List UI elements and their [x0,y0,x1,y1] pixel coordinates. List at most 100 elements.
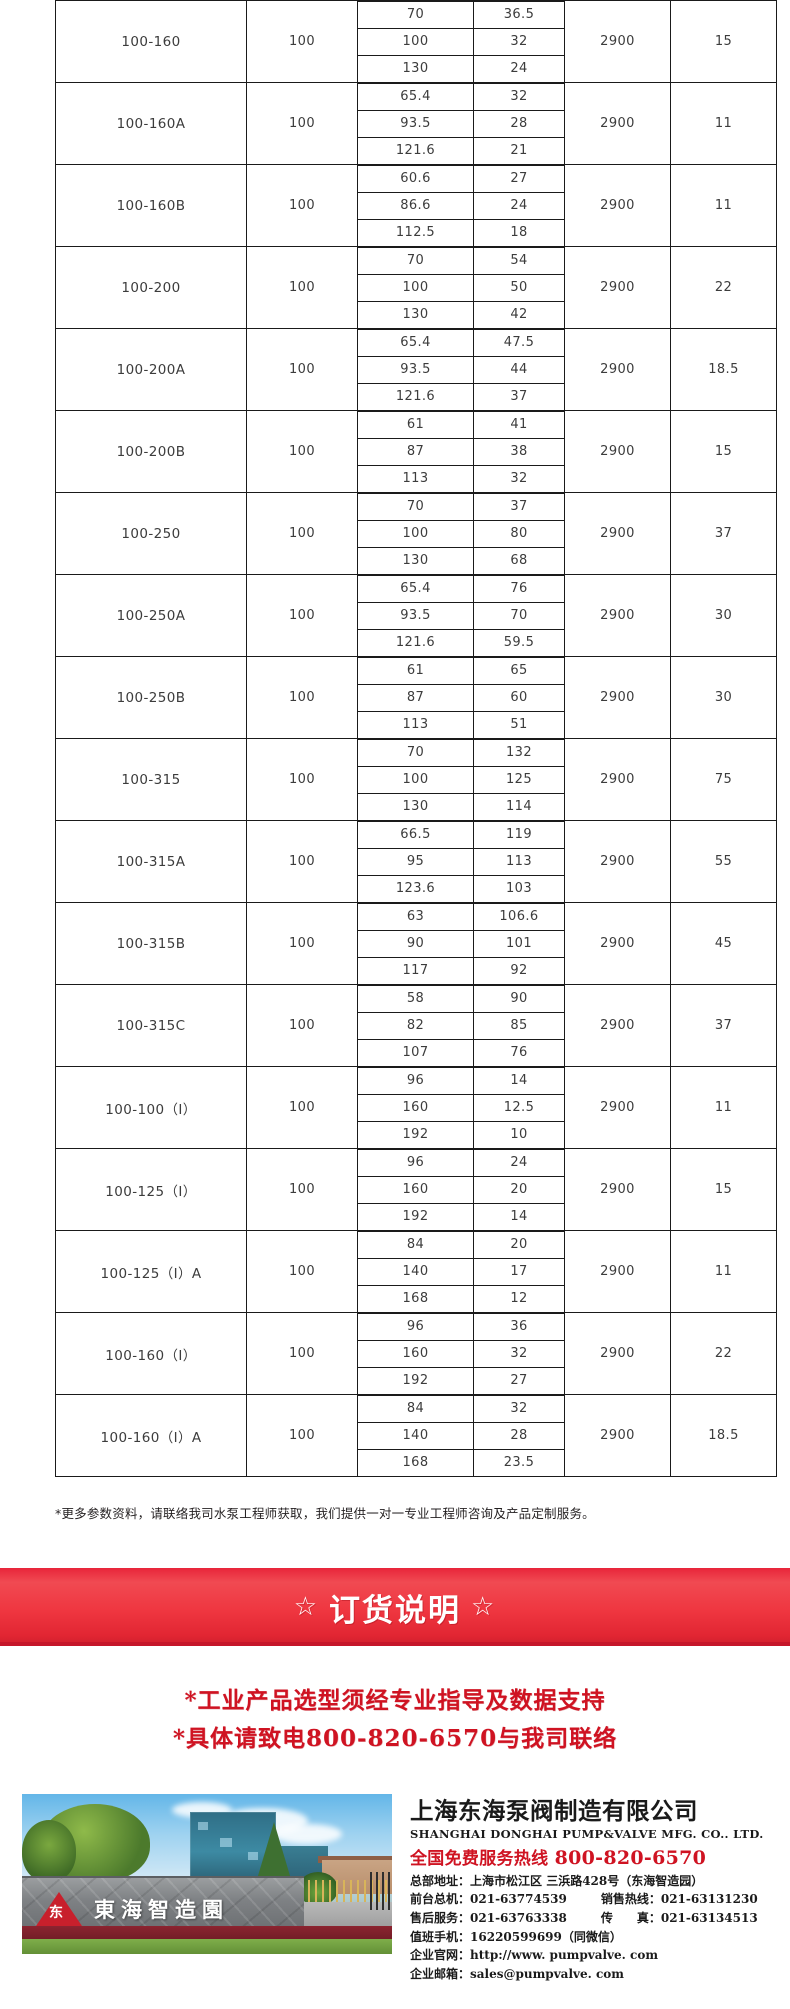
cell-head: 85 [474,1012,564,1040]
cell-flow-group: 65.4 93.5 121.6 [357,574,474,657]
cell-diameter: 100 [246,1148,358,1231]
cell-head: 32 [474,28,564,56]
cell-head-group: 36.5 32 24 [473,0,565,83]
table-row: 100-315B 100 63 90 117 106.6 101 92 2900 45 [55,902,777,985]
cell-head: 21 [474,137,564,164]
cell-diameter: 100 [246,1230,358,1313]
cell-flow: 192 [358,1367,473,1394]
cell-model: 100-315 [55,738,247,821]
contact-label: 总部地址： [410,1873,471,1888]
table-row: 100-160 100 70 100 130 36.5 32 24 2900 15 [55,0,777,83]
cell-head: 70 [474,602,564,630]
cell-head: 12 [474,1285,564,1312]
cell-head-group: 106.6 101 92 [473,902,565,985]
cell-flow: 70 [358,1,473,29]
cell-speed: 2900 [564,82,671,165]
cell-head: 119 [474,821,564,849]
cell-head-group: 20 17 12 [473,1230,565,1313]
company-name-cn: 上海东海泵阀制造有限公司 [410,1796,698,1825]
cell-model: 100-100（Ⅰ） [55,1066,247,1149]
cell-flow: 93.5 [358,356,473,384]
banner-title-text: 订货说明 [329,1592,461,1629]
cell-flow: 65.4 [358,329,473,357]
cell-model: 100-250B [55,656,247,739]
cell-head-group: 76 70 59.5 [473,574,565,657]
cell-head: 36 [474,1313,564,1341]
table-row: 100-315 100 70 100 130 132 125 114 2900 75 [55,738,777,821]
cell-head: 14 [474,1067,564,1095]
cell-head-group: 41 38 32 [473,410,565,493]
cell-head: 42 [474,301,564,328]
table-row: 100-160（Ⅰ）A 100 84 140 168 32 28 23.5 2900 18.5 [55,1394,777,1477]
cell-power: 30 [670,574,777,657]
cell-power: 55 [670,820,777,903]
cell-flow: 87 [358,684,473,712]
lawn [22,1938,392,1954]
cell-head: 38 [474,438,564,466]
cell-head: 114 [474,793,564,820]
cell-diameter: 100 [246,984,358,1067]
contact-value: 021-63774539 [470,1892,567,1907]
cell-flow: 87 [358,438,473,466]
cell-speed: 2900 [564,246,671,329]
cell-flow-group: 70 100 130 [357,0,474,83]
cell-head: 12.5 [474,1094,564,1122]
cell-flow: 100 [358,274,473,302]
company-info: 上海东海泵阀制造有限公司 SHANGHAI DONGHAI PUMP&VALVE… [410,1794,772,1984]
cell-power: 37 [670,984,777,1067]
cell-power: 18.5 [670,328,777,411]
cell-head: 103 [474,875,564,902]
cell-diameter: 100 [246,738,358,821]
cell-diameter: 100 [246,1066,358,1149]
cell-flow: 70 [358,493,473,521]
section-spacer [0,1522,790,1568]
cell-power: 22 [670,246,777,329]
cell-flow: 63 [358,903,473,931]
table-row: 100-315A 100 66.5 95 123.6 119 113 103 2900 55 [55,820,777,903]
hotline-label: 全国免费服务热线 [410,1848,549,1869]
cell-head-group: 47.5 44 37 [473,328,565,411]
cell-head: 32 [474,83,564,111]
cell-flow: 107 [358,1039,473,1066]
table-row: 100-250B 100 61 87 113 65 60 51 2900 30 [55,656,777,739]
hotline-row: 全国免费服务热线 800-820-6570 [410,1844,772,1869]
cell-flow: 113 [358,711,473,738]
cell-flow-group: 65.4 93.5 121.6 [357,328,474,411]
cell-flow: 61 [358,411,473,439]
cell-flow: 130 [358,55,473,82]
cell-head: 41 [474,411,564,439]
logo-glyph: 东 [49,1904,63,1921]
cell-flow: 100 [358,520,473,548]
contact-value: 021-63763338 [470,1911,567,1926]
cell-head: 65 [474,657,564,685]
hotline-number[interactable]: 800-820-6570 [554,1846,707,1869]
cell-speed: 2900 [564,1066,671,1149]
cell-flow: 160 [358,1094,473,1122]
cell-head: 76 [474,1039,564,1066]
cell-head: 68 [474,547,564,574]
cell-model: 100-315C [55,984,247,1067]
cell-diameter: 100 [246,656,358,739]
cell-head: 24 [474,55,564,82]
cell-head: 37 [474,493,564,521]
cell-speed: 2900 [564,656,671,739]
cell-head: 28 [474,110,564,138]
cell-head: 32 [474,1340,564,1368]
cell-flow: 160 [358,1176,473,1204]
cell-flow: 123.6 [358,875,473,902]
cell-flow: 65.4 [358,83,473,111]
contact-label: 销售热线： [600,1892,661,1907]
cell-flow: 140 [358,1258,473,1286]
cell-diameter: 100 [246,902,358,985]
contact-label: 企业邮箱： [410,1966,471,1981]
pump-spec-table: 100-160 100 70 100 130 36.5 32 24 2900 15 100-160A… [55,0,777,1477]
banner-title-group: ☆ 订货说明 ☆ [294,1585,497,1630]
cell-diameter: 100 [246,1394,358,1477]
cell-diameter: 100 [246,328,358,411]
cell-speed: 2900 [564,1394,671,1477]
cell-power: 11 [670,82,777,165]
cell-head: 80 [474,520,564,548]
cell-power: 15 [670,410,777,493]
cell-flow-group: 61 87 113 [357,410,474,493]
cell-flow: 140 [358,1422,473,1450]
